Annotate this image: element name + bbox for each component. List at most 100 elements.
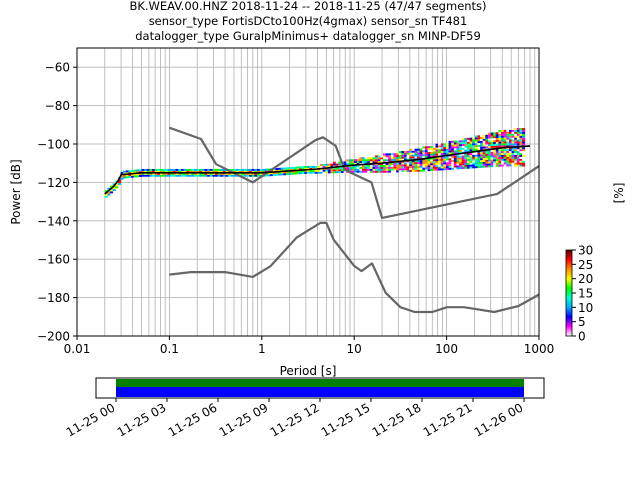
heatmap-cell [516,147,520,150]
heatmap-cell [490,151,494,154]
heatmap-cell [440,160,444,163]
heatmap-cell [511,158,515,161]
heatmap-cell [443,158,447,161]
heatmap-cell [472,139,476,142]
heatmap-cell [254,170,258,173]
heatmap-cell [514,151,518,154]
heatmap-cell [487,144,491,147]
heatmap-cell [194,174,198,177]
heatmap-cell [438,162,442,165]
heatmap-cell [422,146,426,149]
heatmap-cell [498,132,502,134]
heatmap-cell [159,172,163,175]
heatmap-cell [438,153,442,156]
heatmap-cell [459,155,463,158]
heatmap-cell [393,162,397,165]
heatmap-cell [356,159,360,162]
heatmap-cell [283,169,287,172]
heatmap-cell [501,153,505,155]
heatmap-cell [228,172,232,175]
heatmap-cell [301,166,305,169]
heatmap-cell [125,176,129,179]
heatmap-cell [409,164,413,167]
heatmap-cell [448,158,452,161]
heatmap-cell [390,166,394,169]
heatmap-cell [375,166,379,169]
heatmap-cell [406,156,410,159]
heatmap-cell [459,149,463,152]
heatmap-cell [288,170,292,173]
heatmap-cell [503,158,507,161]
heatmap-cell [388,168,392,171]
heatmap-cell [461,149,465,152]
heatmap-cell [430,153,434,156]
heatmap-cell [403,150,407,153]
colorbar-tick-label: 10 [578,301,593,315]
heatmap-cell [291,170,295,173]
heatmap-cell [201,172,205,175]
heatmap-cell [482,142,486,145]
heatmap-cell [461,140,465,143]
heatmap-cell [461,155,465,158]
heatmap-cell [498,143,502,146]
heatmap-cell [477,139,481,142]
timeline-tick-label: 11-25 00 [64,400,118,439]
heatmap-cell [477,158,481,161]
heatmap-cell [474,164,478,167]
heatmap-cell [396,170,400,173]
heatmap-cell [438,149,442,152]
heatmap-cell [448,164,452,166]
heatmap-cell [498,137,502,140]
heatmap-cell [204,172,208,175]
heatmap-cell [427,163,431,166]
heatmap-cell [396,168,400,171]
heatmap-cell [411,166,415,169]
heatmap-cell [490,161,494,164]
timeline-bar-bottom [116,387,524,397]
heatmap-cell [424,148,428,151]
heatmap-cell [456,157,460,160]
heatmap-cell [459,165,463,168]
heatmap-cell [503,137,507,140]
heatmap-cell [246,168,250,171]
heatmap-cell [519,162,523,165]
heatmap-cell [508,133,512,136]
heatmap-cell [482,159,486,162]
heatmap-cell [485,157,489,160]
heatmap-cell [474,141,478,144]
heatmap-cell [514,141,518,144]
heatmap-cell [440,158,444,161]
heatmap-cell [519,141,523,144]
heatmap-cell [335,161,339,164]
heatmap-cell [359,161,363,164]
heatmap-cell [388,157,392,160]
heatmap-cell [291,172,295,175]
heatmap-cell [498,139,502,142]
heatmap-cell [138,174,142,177]
heatmap-cell [480,160,484,163]
heatmap-cell [110,191,114,194]
heatmap-cell [178,170,182,173]
timeline-tick-label: 11-26 00 [472,400,526,439]
heatmap-cell [409,150,413,153]
heatmap-cell [469,160,473,163]
heatmap-cell [469,149,473,152]
heatmap-cell [456,165,460,168]
heatmap-cell [485,144,489,147]
heatmap-cell [259,170,263,173]
heatmap-cell [372,166,376,169]
heatmap-cell [451,156,455,159]
heatmap-cell [506,151,510,153]
heatmap-cell [191,170,195,173]
heatmap-cell [466,166,470,169]
heatmap-cell [432,163,436,166]
heatmap-cell [456,142,460,145]
heatmap-cell [464,147,468,150]
heatmap-cell [461,138,465,141]
heatmap-cell [411,164,415,167]
heatmap-cell [359,157,363,160]
heatmap-cell [501,160,505,163]
heatmap-cell [522,156,526,159]
